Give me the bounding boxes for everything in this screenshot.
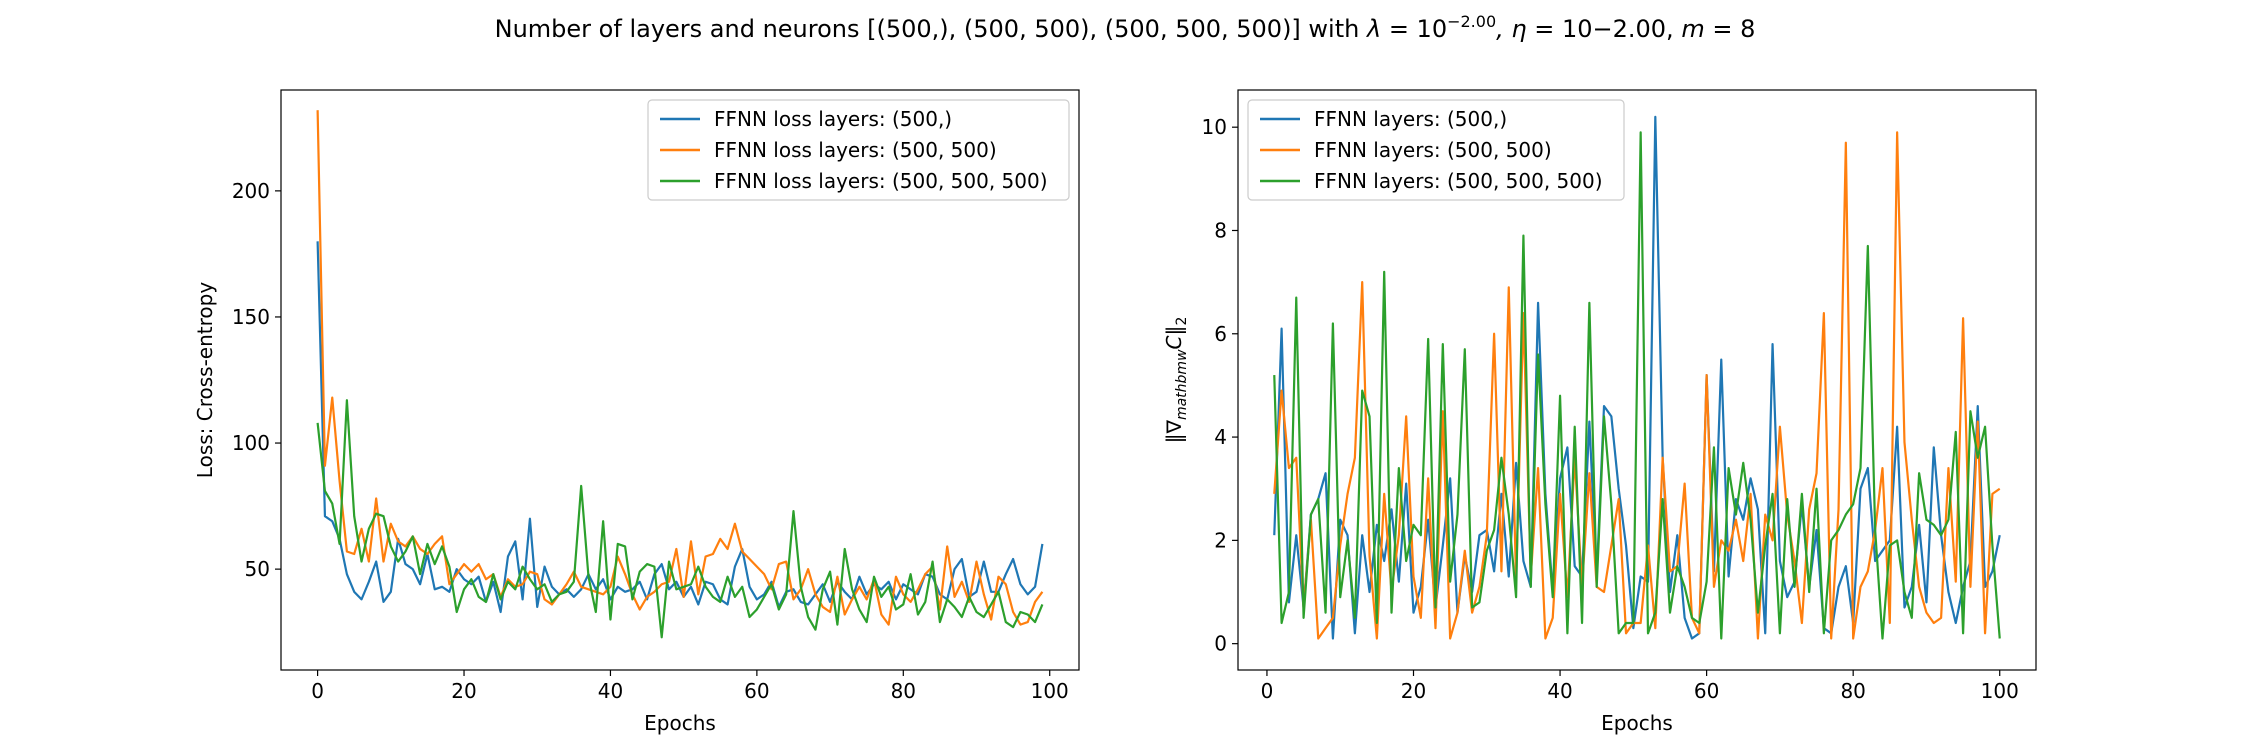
grad-legend-label-2: FFNN layers: (500, 500, 500) — [1314, 169, 1603, 193]
grad-y-tick-label: 0 — [1214, 632, 1227, 656]
grad-legend-label-0: FFNN layers: (500,) — [1314, 107, 1507, 131]
grad-x-tick-label: 80 — [1840, 679, 1865, 703]
grad-series-line-2 — [1273, 131, 2001, 640]
grad-x-tick-label: 60 — [1694, 679, 1719, 703]
loss-legend-label-2: FFNN loss layers: (500, 500, 500) — [714, 169, 1048, 193]
loss-legend-label-1: FFNN loss layers: (500, 500) — [714, 138, 997, 162]
grad-x-axis-label: Epochs — [1601, 711, 1673, 735]
loss-x-tick-label: 80 — [891, 679, 916, 703]
grad-x-tick-label: 0 — [1261, 679, 1274, 703]
loss-y-axis-label: Loss: Cross-entropy — [193, 282, 217, 479]
loss-y-tick-label: 50 — [245, 557, 270, 581]
grad-y-tick-label: 4 — [1214, 425, 1227, 449]
grad-y-axis-label: ‖∇mathbmwC‖2 — [1162, 317, 1190, 444]
loss-series-line-2 — [316, 399, 1044, 639]
figure-title: Number of layers and neurons [(500,), (5… — [495, 12, 1756, 43]
grad-y-tick-label: 10 — [1202, 115, 1227, 139]
grad-axes-frame — [1237, 89, 2037, 671]
loss-y-tick-label: 200 — [232, 179, 270, 203]
loss-x-tick-label: 40 — [598, 679, 623, 703]
loss-x-tick-label: 60 — [744, 679, 769, 703]
loss-axes-frame — [280, 89, 1080, 671]
loss-x-axis-label: Epochs — [644, 711, 716, 735]
grad-x-tick-label: 20 — [1401, 679, 1426, 703]
gradient-norm-panel: 0 20 40 60 80 100 0 2 4 6 8 10 Epochs ‖∇mathbmwC‖2 FFN… — [1162, 89, 2037, 735]
grad-y-tick-label: 2 — [1214, 528, 1227, 552]
loss-y-tick-label: 100 — [232, 431, 270, 455]
grad-x-tick-label: 100 — [1981, 679, 2019, 703]
loss-x-tick-label: 100 — [1031, 679, 1069, 703]
loss-x-tick-label: 20 — [451, 679, 476, 703]
loss-series-line-0 — [316, 241, 1044, 614]
grad-x-tick-label: 40 — [1547, 679, 1572, 703]
loss-panel: 0 20 40 60 80 100 50 100 150 200 Epochs Loss: Cross… — [193, 89, 1080, 735]
loss-x-tick-label: 0 — [311, 679, 324, 703]
grad-y-tick-label: 8 — [1214, 218, 1227, 242]
grad-y-tick-label: 6 — [1214, 322, 1227, 346]
grad-legend — [1247, 99, 1625, 201]
grad-legend-label-1: FFNN layers: (500, 500) — [1314, 138, 1552, 162]
loss-legend-label-0: FFNN loss layers: (500,) — [714, 107, 952, 131]
grad-series-line-1 — [1273, 131, 2001, 640]
loss-y-tick-label: 150 — [232, 305, 270, 329]
loss-series-line-1 — [316, 110, 1044, 626]
loss-legend — [647, 99, 1070, 201]
